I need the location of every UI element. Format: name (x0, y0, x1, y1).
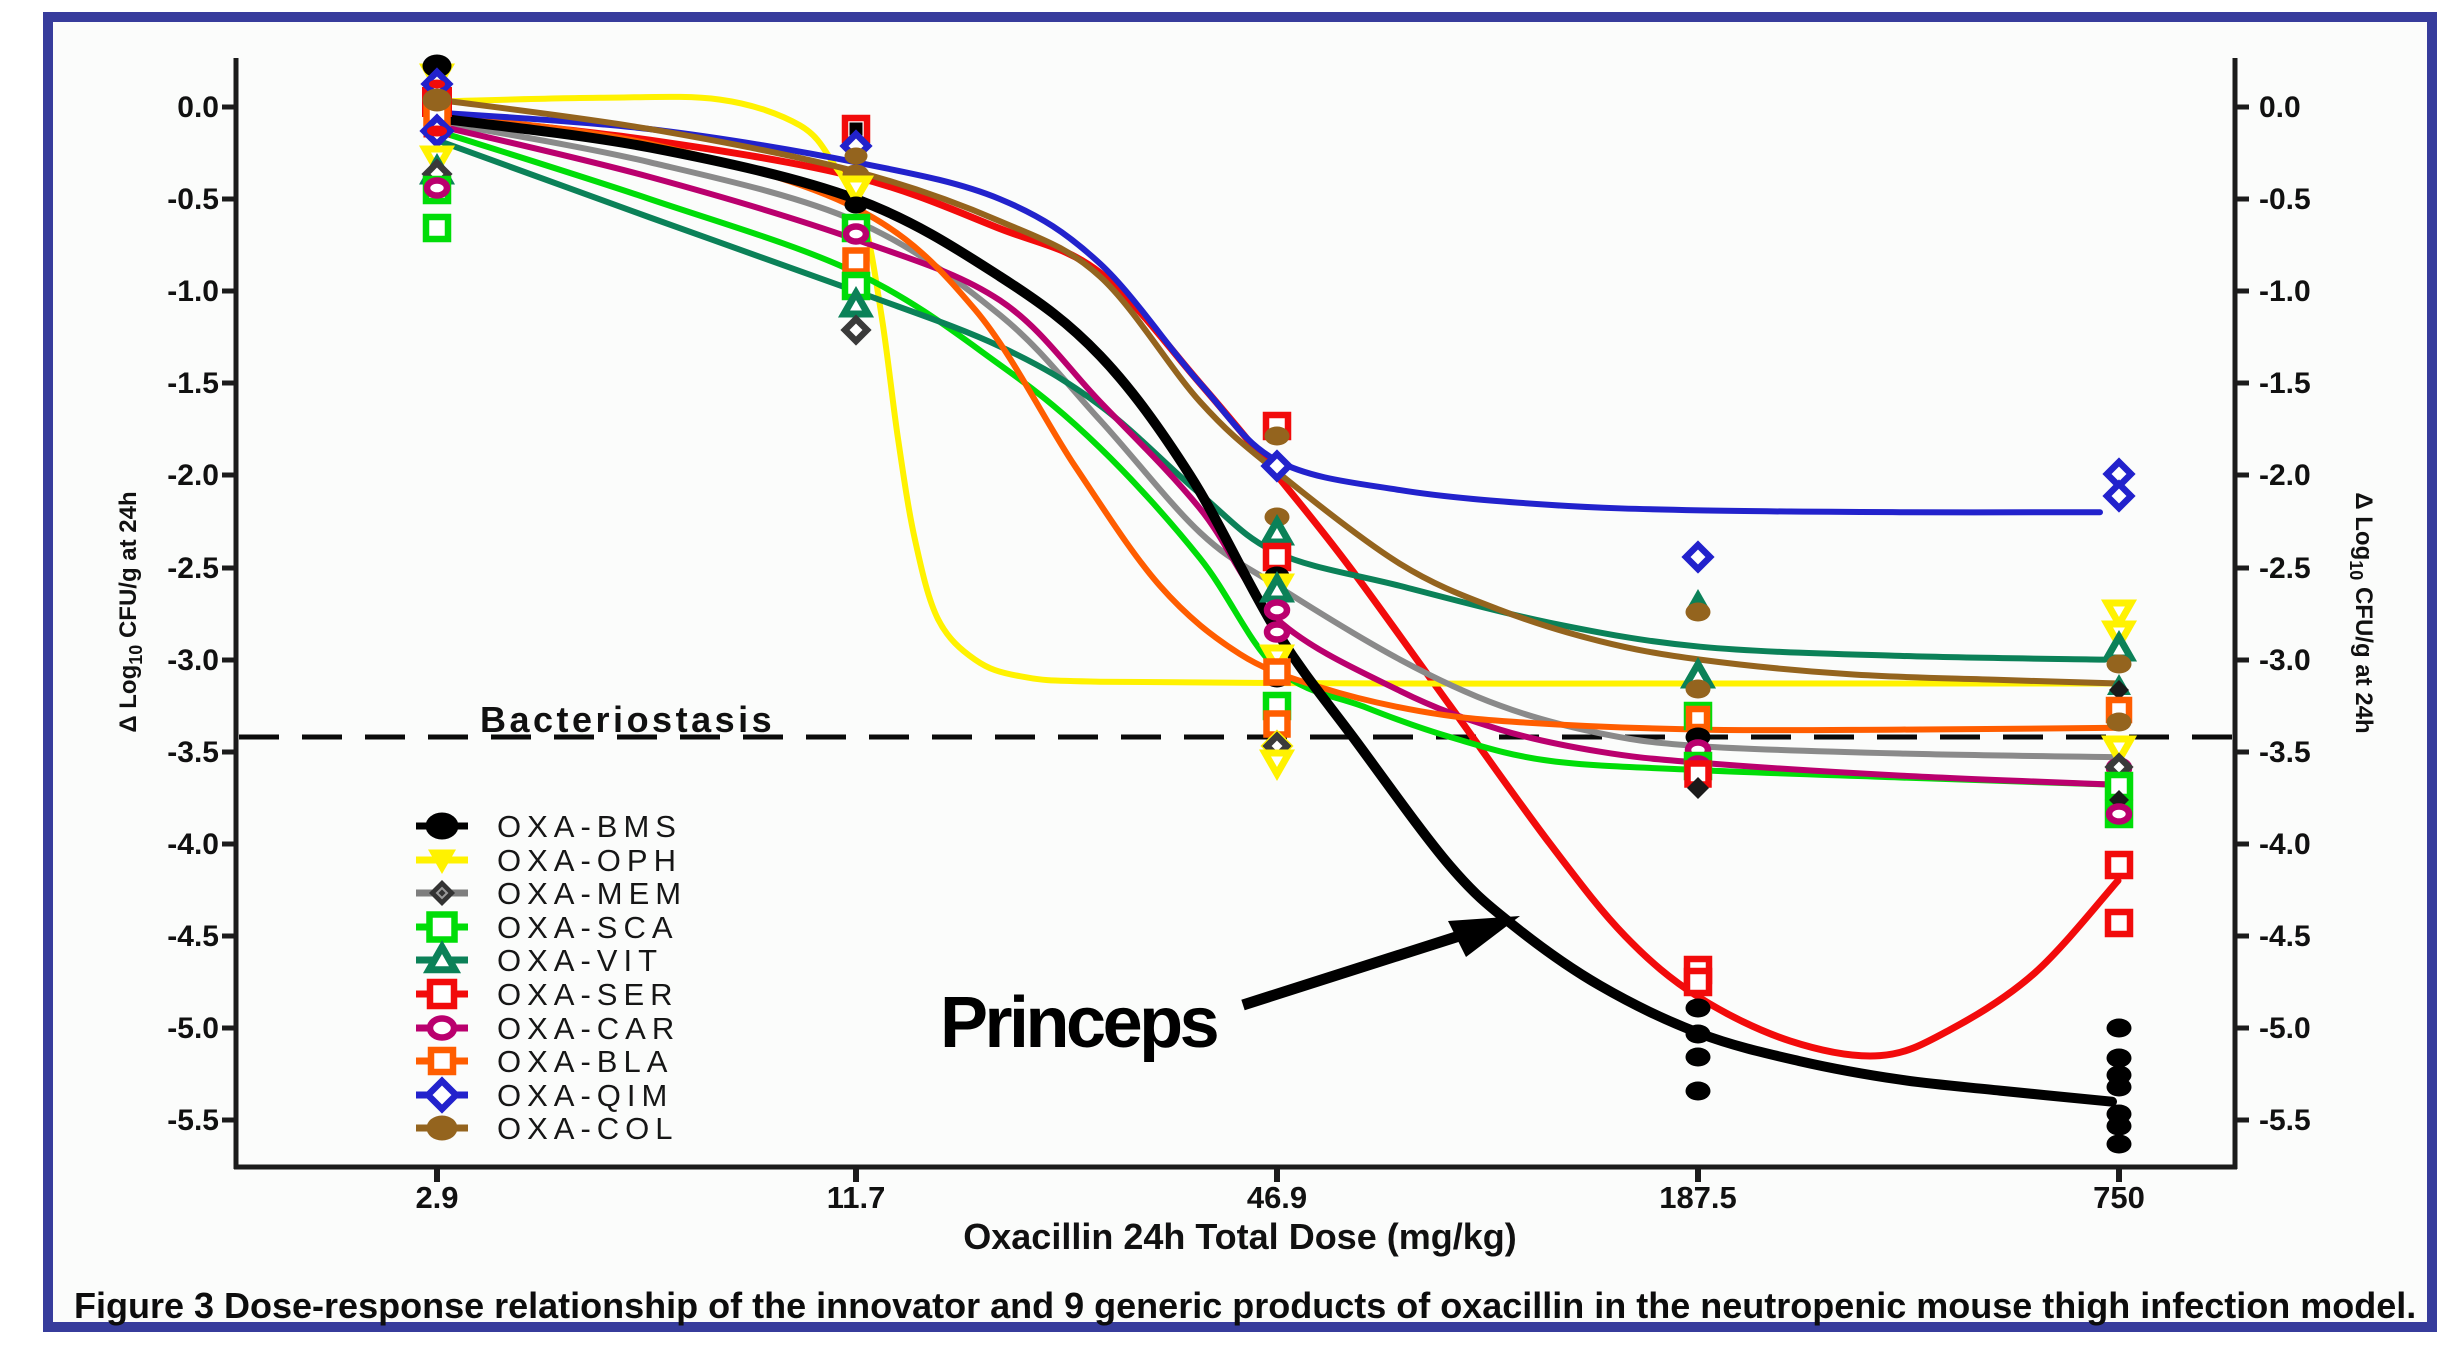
svg-text:0.0: 0.0 (2259, 91, 2301, 124)
svg-text:-2.5: -2.5 (2259, 552, 2311, 585)
svg-text:-5.0: -5.0 (167, 1012, 219, 1045)
svg-text:750: 750 (2093, 1180, 2145, 1215)
svg-text:2.9: 2.9 (415, 1180, 458, 1215)
svg-text:OXA-SCA: OXA-SCA (497, 910, 679, 945)
svg-text:Princeps: Princeps (940, 983, 1218, 1063)
svg-text:11.7: 11.7 (827, 1180, 886, 1215)
svg-text:OXA-BMS: OXA-BMS (497, 809, 682, 844)
svg-text:-4.0: -4.0 (2259, 828, 2311, 861)
svg-text:-5.5: -5.5 (2259, 1104, 2311, 1137)
svg-text:Δ Log10 CFU/g at 24h: Δ Log10 CFU/g at 24h (2346, 492, 2377, 733)
svg-text:Δ Log10 CFU/g at 24h: Δ Log10 CFU/g at 24h (115, 491, 146, 732)
svg-text:-4.5: -4.5 (2259, 920, 2311, 953)
svg-text:OXA-BLA: OXA-BLA (497, 1044, 673, 1079)
svg-text:OXA-OPH: OXA-OPH (497, 843, 682, 878)
svg-text:-3.0: -3.0 (2259, 644, 2311, 677)
svg-text:-1.0: -1.0 (167, 275, 219, 308)
svg-text:-0.5: -0.5 (2259, 183, 2311, 216)
svg-text:OXA-QIM: OXA-QIM (497, 1078, 673, 1113)
svg-text:OXA-CAR: OXA-CAR (497, 1011, 680, 1046)
svg-text:-3.5: -3.5 (2259, 736, 2311, 769)
svg-text:-1.5: -1.5 (167, 367, 219, 400)
svg-text:187.5: 187.5 (1659, 1180, 1737, 1215)
svg-text:-2.5: -2.5 (167, 552, 219, 585)
svg-text:Figure 3 Dose-response relatio: Figure 3 Dose-response relationship of t… (74, 1285, 2416, 1326)
svg-text:-3.5: -3.5 (167, 736, 219, 769)
svg-text:-4.0: -4.0 (167, 828, 219, 861)
svg-text:0.0: 0.0 (177, 91, 219, 124)
svg-text:-4.5: -4.5 (167, 920, 219, 953)
svg-text:OXA-SER: OXA-SER (497, 977, 679, 1012)
svg-text:-1.5: -1.5 (2259, 367, 2311, 400)
svg-text:-2.0: -2.0 (2259, 459, 2311, 492)
svg-text:-3.0: -3.0 (167, 644, 219, 677)
svg-text:46.9: 46.9 (1247, 1180, 1307, 1215)
svg-text:OXA-VIT: OXA-VIT (497, 943, 663, 978)
svg-text:OXA-COL: OXA-COL (497, 1111, 679, 1146)
svg-text:Bacteriostasis: Bacteriostasis (480, 699, 775, 740)
svg-text:Oxacillin 24h Total Dose (mg/k: Oxacillin 24h Total Dose (mg/kg) (963, 1216, 1516, 1257)
svg-text:-1.0: -1.0 (2259, 275, 2311, 308)
svg-text:-0.5: -0.5 (167, 183, 219, 216)
svg-text:-5.0: -5.0 (2259, 1012, 2311, 1045)
svg-text:-5.5: -5.5 (167, 1104, 219, 1137)
svg-text:-2.0: -2.0 (167, 459, 219, 492)
svg-text:OXA-MEM: OXA-MEM (497, 876, 687, 911)
